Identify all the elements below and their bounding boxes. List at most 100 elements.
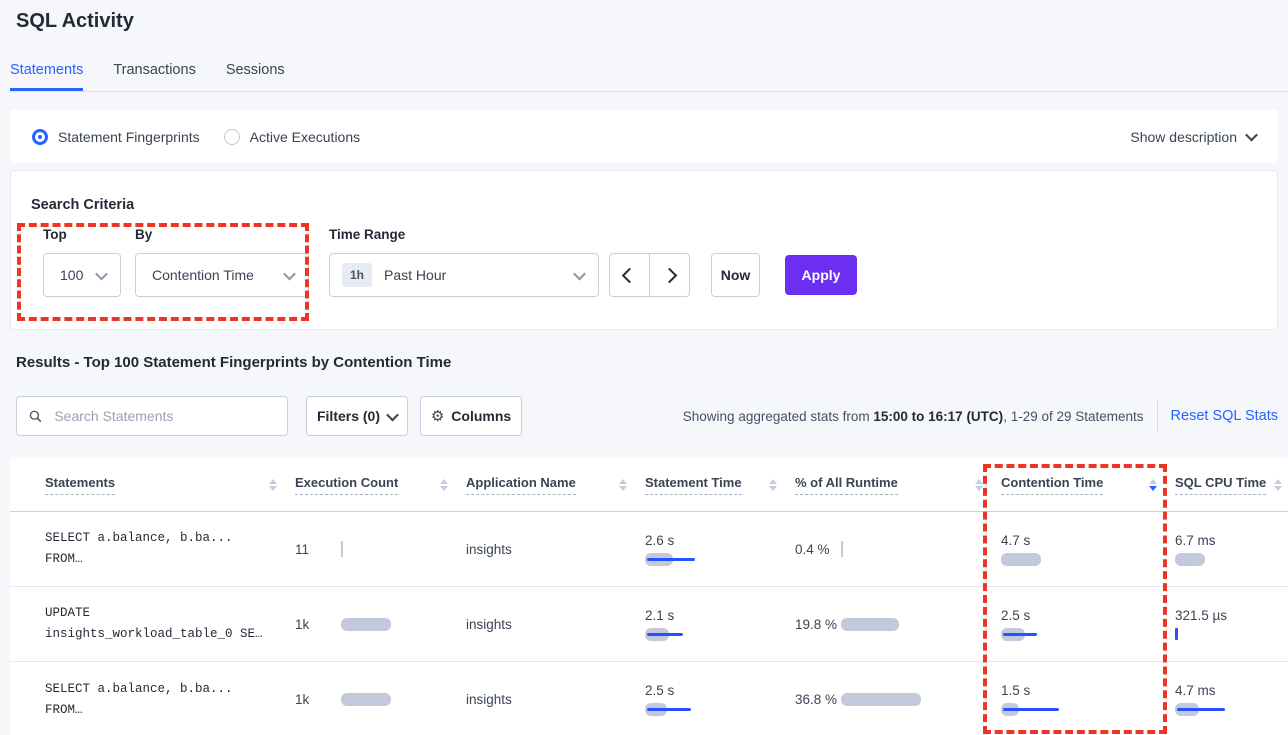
columns-button[interactable]: ⚙ Columns [420, 396, 522, 436]
cell-value-with-bar: 11 [295, 542, 466, 557]
sort-arrows-icon[interactable] [761, 479, 777, 491]
page-title: SQL Activity [16, 10, 134, 33]
sort-arrows-icon[interactable] [611, 479, 627, 491]
cell-value-with-bar: 2.6 s [645, 533, 795, 566]
cell-value-with-bar: 6.7 ms [1175, 533, 1288, 566]
stats-area: Showing aggregated stats from 15:00 to 1… [683, 396, 1278, 436]
sort-arrows-icon[interactable] [1141, 479, 1157, 491]
value-bar [1001, 628, 1039, 641]
value-bar [1001, 553, 1041, 566]
value-bar [645, 628, 685, 641]
column-header--of-all-runtime[interactable]: % of All Runtime [795, 475, 1001, 495]
cell-application-name: insights [466, 692, 645, 707]
time-pager [609, 253, 690, 297]
column-header-statements[interactable]: Statements [45, 475, 295, 495]
show-description-toggle[interactable]: Show description [1130, 129, 1256, 145]
statement-fingerprint-link[interactable]: UPDATEinsights_workload_table_0 SE… [45, 603, 295, 645]
chevron-down-icon [573, 267, 586, 280]
cell-value-with-bar: 1.5 s [1001, 683, 1175, 716]
chevron-left-icon [622, 267, 638, 283]
column-header-label: Application Name [466, 475, 576, 495]
column-header-label: % of All Runtime [795, 475, 898, 495]
radio-label: Active Executions [250, 129, 361, 145]
search-statements-input[interactable] [52, 407, 275, 425]
column-header-execution-count[interactable]: Execution Count [295, 475, 466, 495]
table-body: SELECT a.balance, b.ba...FROM…11insights… [10, 512, 1288, 735]
table-row[interactable]: UPDATEinsights_workload_table_0 SE…1k ins… [10, 587, 1288, 662]
radio-selected-icon[interactable] [32, 129, 48, 145]
column-header-application-name[interactable]: Application Name [466, 475, 645, 495]
statement-fingerprint-link[interactable]: SELECT a.balance, b.ba...FROM… [45, 528, 295, 570]
table-row[interactable]: SELECT a.balance, b.ba...FROM…11insights… [10, 512, 1288, 587]
radio-label: Statement Fingerprints [58, 129, 200, 145]
by-select-value: Contention Time [152, 267, 254, 283]
tab-transactions[interactable]: Transactions [113, 58, 195, 91]
radio-unselected-icon[interactable] [224, 129, 240, 145]
search-criteria-heading: Search Criteria [31, 197, 134, 213]
sort-arrows-icon[interactable] [261, 479, 277, 491]
chevron-down-icon [1245, 129, 1258, 142]
value-bar [1001, 703, 1061, 716]
radio-statement-fingerprints[interactable]: Statement Fingerprints [32, 129, 200, 145]
sort-arrows-icon[interactable] [967, 479, 983, 491]
sort-arrows-icon[interactable] [432, 479, 448, 491]
column-header-contention-time[interactable]: Contention Time [1001, 475, 1175, 495]
cell-value: 1k [295, 692, 341, 707]
time-range-label: Time Range [329, 227, 405, 242]
by-label: By [135, 227, 152, 242]
column-header-sql-cpu-time[interactable]: SQL CPU Time [1175, 475, 1288, 495]
table-row[interactable]: SELECT a.balance, b.ba...FROM…1k insights… [10, 662, 1288, 735]
cell-value-with-bar: 19.8 % [795, 617, 1001, 632]
column-header-label: Contention Time [1001, 475, 1103, 495]
cell-value: 11 [295, 542, 341, 557]
cell-value: 19.8 % [795, 617, 841, 632]
reset-sql-stats-link[interactable]: Reset SQL Stats [1171, 408, 1278, 424]
view-toggle-bar: Statement Fingerprints Active Executions… [10, 110, 1278, 163]
column-header-label: SQL CPU Time [1175, 475, 1266, 495]
top-select[interactable]: 100 [43, 253, 121, 297]
column-header-statement-time[interactable]: Statement Time [645, 475, 795, 495]
sort-arrows-icon[interactable] [1266, 479, 1282, 491]
chevron-down-icon [95, 267, 108, 280]
cell-value-with-bar: 0.4 % [795, 542, 1001, 557]
cell-value: 6.7 ms [1175, 533, 1237, 548]
value-bar [645, 553, 697, 566]
cell-value: 1.5 s [1001, 683, 1175, 698]
gear-icon: ⚙ [431, 409, 444, 424]
time-range-value: Past Hour [384, 267, 446, 283]
value-bar [1175, 553, 1205, 566]
cell-value-with-bar: 4.7 s [1001, 533, 1175, 566]
prev-interval-button[interactable] [610, 254, 650, 296]
tab-sessions[interactable]: Sessions [226, 58, 285, 91]
cell-value-with-bar: 36.8 % [795, 692, 1001, 707]
cell-value-with-bar: 1k [295, 692, 466, 707]
cell-value: 2.5 s [1001, 608, 1175, 623]
cell-value: 2.1 s [645, 608, 795, 623]
aggregated-stats-text: Showing aggregated stats from 15:00 to 1… [683, 409, 1144, 424]
radio-active-executions[interactable]: Active Executions [224, 129, 361, 145]
value-bar [841, 693, 921, 706]
top-label: Top [43, 227, 67, 242]
cell-value: 0.4 % [795, 542, 841, 557]
results-heading: Results - Top 100 Statement Fingerprints… [16, 354, 451, 371]
cell-value-with-bar: 321.5 µs [1175, 608, 1288, 641]
cell-value-with-bar: 2.1 s [645, 608, 795, 641]
time-range-select[interactable]: 1h Past Hour [329, 253, 599, 297]
results-toolbar: Filters (0) ⚙ Columns Showing aggregated… [16, 396, 1288, 436]
value-bar [341, 693, 391, 706]
sql-activity-page: SQL Activity Statements Transactions Ses… [0, 0, 1288, 735]
cell-application-name: insights [466, 617, 645, 632]
divider [1157, 399, 1158, 433]
tab-statements[interactable]: Statements [10, 58, 83, 91]
by-select[interactable]: Contention Time [135, 253, 309, 297]
cell-value: 1k [295, 617, 341, 632]
search-criteria-card: Search Criteria Top 100 By Contention Ti… [10, 170, 1278, 330]
filters-button[interactable]: Filters (0) [306, 396, 408, 436]
search-statements-box[interactable] [16, 396, 288, 436]
column-header-label: Statement Time [645, 475, 742, 495]
statement-fingerprint-link[interactable]: SELECT a.balance, b.ba...FROM… [45, 679, 295, 721]
now-button[interactable]: Now [711, 253, 760, 297]
next-interval-button[interactable] [650, 254, 689, 296]
apply-button[interactable]: Apply [785, 255, 857, 295]
column-header-label: Statements [45, 475, 115, 495]
